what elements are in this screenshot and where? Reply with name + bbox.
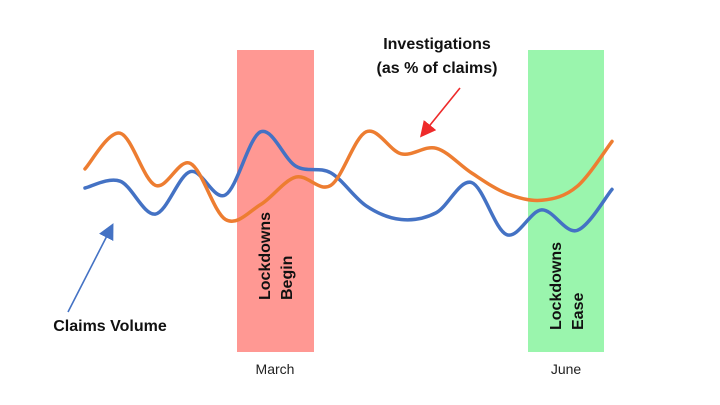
- annotation-investigations-subtitle: (as % of claims): [377, 60, 498, 77]
- series-line-investigations: [83, 129, 614, 223]
- annotation-claims-arrow: [67, 223, 114, 313]
- annotation-investigations-arrow: [419, 87, 461, 138]
- annotation-investigations-title: Investigations: [383, 36, 491, 53]
- x-tick-label-june: June: [551, 361, 582, 377]
- band-label-begin-line-2: Begin: [279, 256, 296, 300]
- band-label-ease-line-2: Ease: [570, 293, 587, 330]
- band-label-begin-line-1: Lockdowns: [257, 212, 274, 300]
- band-label-ease-line-1: Lockdowns: [548, 242, 565, 330]
- x-tick-label-march: March: [256, 361, 295, 377]
- series-line-claims-volume: [83, 129, 614, 237]
- band-lockdowns-begin: [237, 50, 314, 352]
- annotation-claims-volume: Claims Volume: [53, 318, 167, 335]
